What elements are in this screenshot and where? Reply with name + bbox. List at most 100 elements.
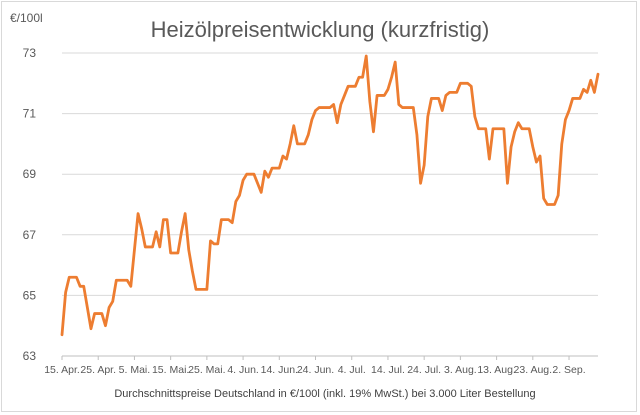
data-point xyxy=(582,88,585,91)
data-point xyxy=(325,106,328,109)
data-point xyxy=(412,106,415,109)
data-point xyxy=(589,79,592,82)
data-point xyxy=(408,106,411,109)
y-tick-label: 73 xyxy=(23,46,37,60)
data-point xyxy=(568,109,570,112)
data-point xyxy=(303,143,306,145)
data-point xyxy=(506,182,509,185)
data-point xyxy=(198,288,201,291)
data-point xyxy=(354,85,357,88)
data-point xyxy=(242,179,244,182)
chart-title: Heizölpreisentwicklung (kurzfristig) xyxy=(151,17,490,42)
y-tick-label: 71 xyxy=(23,107,37,121)
data-point xyxy=(394,61,397,63)
data-point xyxy=(115,279,118,282)
data-point xyxy=(423,164,426,167)
data-point xyxy=(492,127,494,130)
data-point xyxy=(314,109,317,112)
data-point xyxy=(441,109,444,112)
data-point xyxy=(274,167,277,170)
data-point xyxy=(557,194,560,197)
x-tick-label: 4. Jul. xyxy=(338,364,366,376)
data-point xyxy=(416,133,418,136)
data-point xyxy=(90,327,92,330)
data-point xyxy=(234,200,237,203)
data-point xyxy=(97,312,100,315)
data-point xyxy=(553,203,556,206)
data-point xyxy=(488,158,491,160)
data-point xyxy=(484,127,487,130)
x-tick-label: 24. Jun. xyxy=(297,364,334,376)
data-point xyxy=(126,279,129,282)
data-point xyxy=(158,246,161,248)
data-point xyxy=(564,118,567,121)
x-tick-label: 23. Aug. xyxy=(514,364,553,376)
data-point xyxy=(271,167,273,170)
data-point xyxy=(332,103,335,106)
data-point xyxy=(122,279,125,282)
data-point xyxy=(249,173,252,176)
data-point xyxy=(343,94,346,97)
y-tick-label: 65 xyxy=(23,288,37,302)
data-point xyxy=(64,291,67,294)
data-point xyxy=(224,218,226,221)
data-point xyxy=(430,97,433,100)
data-point xyxy=(227,218,230,221)
data-point xyxy=(470,85,473,88)
data-point xyxy=(173,252,176,254)
data-point xyxy=(289,143,292,145)
data-point xyxy=(119,279,121,282)
data-point xyxy=(426,115,429,118)
data-point xyxy=(444,94,447,97)
data-point xyxy=(100,312,103,315)
data-point xyxy=(307,133,310,136)
data-point xyxy=(560,143,563,145)
data-point xyxy=(166,218,168,221)
data-point xyxy=(575,97,578,100)
data-point xyxy=(502,127,505,130)
data-point xyxy=(593,91,596,94)
data-point xyxy=(93,312,96,315)
data-point xyxy=(282,155,284,157)
data-point xyxy=(187,249,190,251)
data-point xyxy=(245,173,248,176)
series-line xyxy=(60,54,600,337)
data-point xyxy=(144,246,147,248)
data-point xyxy=(137,212,139,215)
x-tick-label: 14. Jul. xyxy=(371,364,405,376)
series-layer xyxy=(60,54,600,337)
data-point xyxy=(452,91,455,94)
data-point xyxy=(466,82,469,85)
data-point xyxy=(459,82,462,85)
data-point xyxy=(260,191,263,194)
data-point xyxy=(129,285,132,288)
data-point xyxy=(339,103,342,106)
data-point xyxy=(140,227,143,230)
data-point xyxy=(68,276,71,279)
data-point xyxy=(401,106,404,109)
x-tick-label: 2. Sep. xyxy=(552,364,585,376)
data-point xyxy=(253,173,255,176)
data-point xyxy=(195,288,197,291)
data-point xyxy=(278,167,281,170)
x-tick-label: 5. Mai. xyxy=(119,364,151,376)
data-point xyxy=(205,288,208,291)
data-point xyxy=(220,218,223,221)
data-point xyxy=(434,97,436,100)
data-point xyxy=(321,106,324,109)
data-point xyxy=(151,246,154,248)
y-tick-label: 63 xyxy=(23,349,37,363)
y-axis-unit-label: €/100l xyxy=(10,11,43,25)
data-point xyxy=(216,242,219,245)
data-point xyxy=(310,118,313,121)
data-point xyxy=(383,94,386,97)
data-point xyxy=(448,91,451,94)
data-point xyxy=(513,130,516,133)
data-point xyxy=(184,212,187,215)
data-point xyxy=(111,300,114,303)
data-point xyxy=(202,288,205,291)
data-point xyxy=(361,76,364,79)
x-axis-caption: Durchschnittspreise Deutschland in €/100… xyxy=(114,388,535,400)
